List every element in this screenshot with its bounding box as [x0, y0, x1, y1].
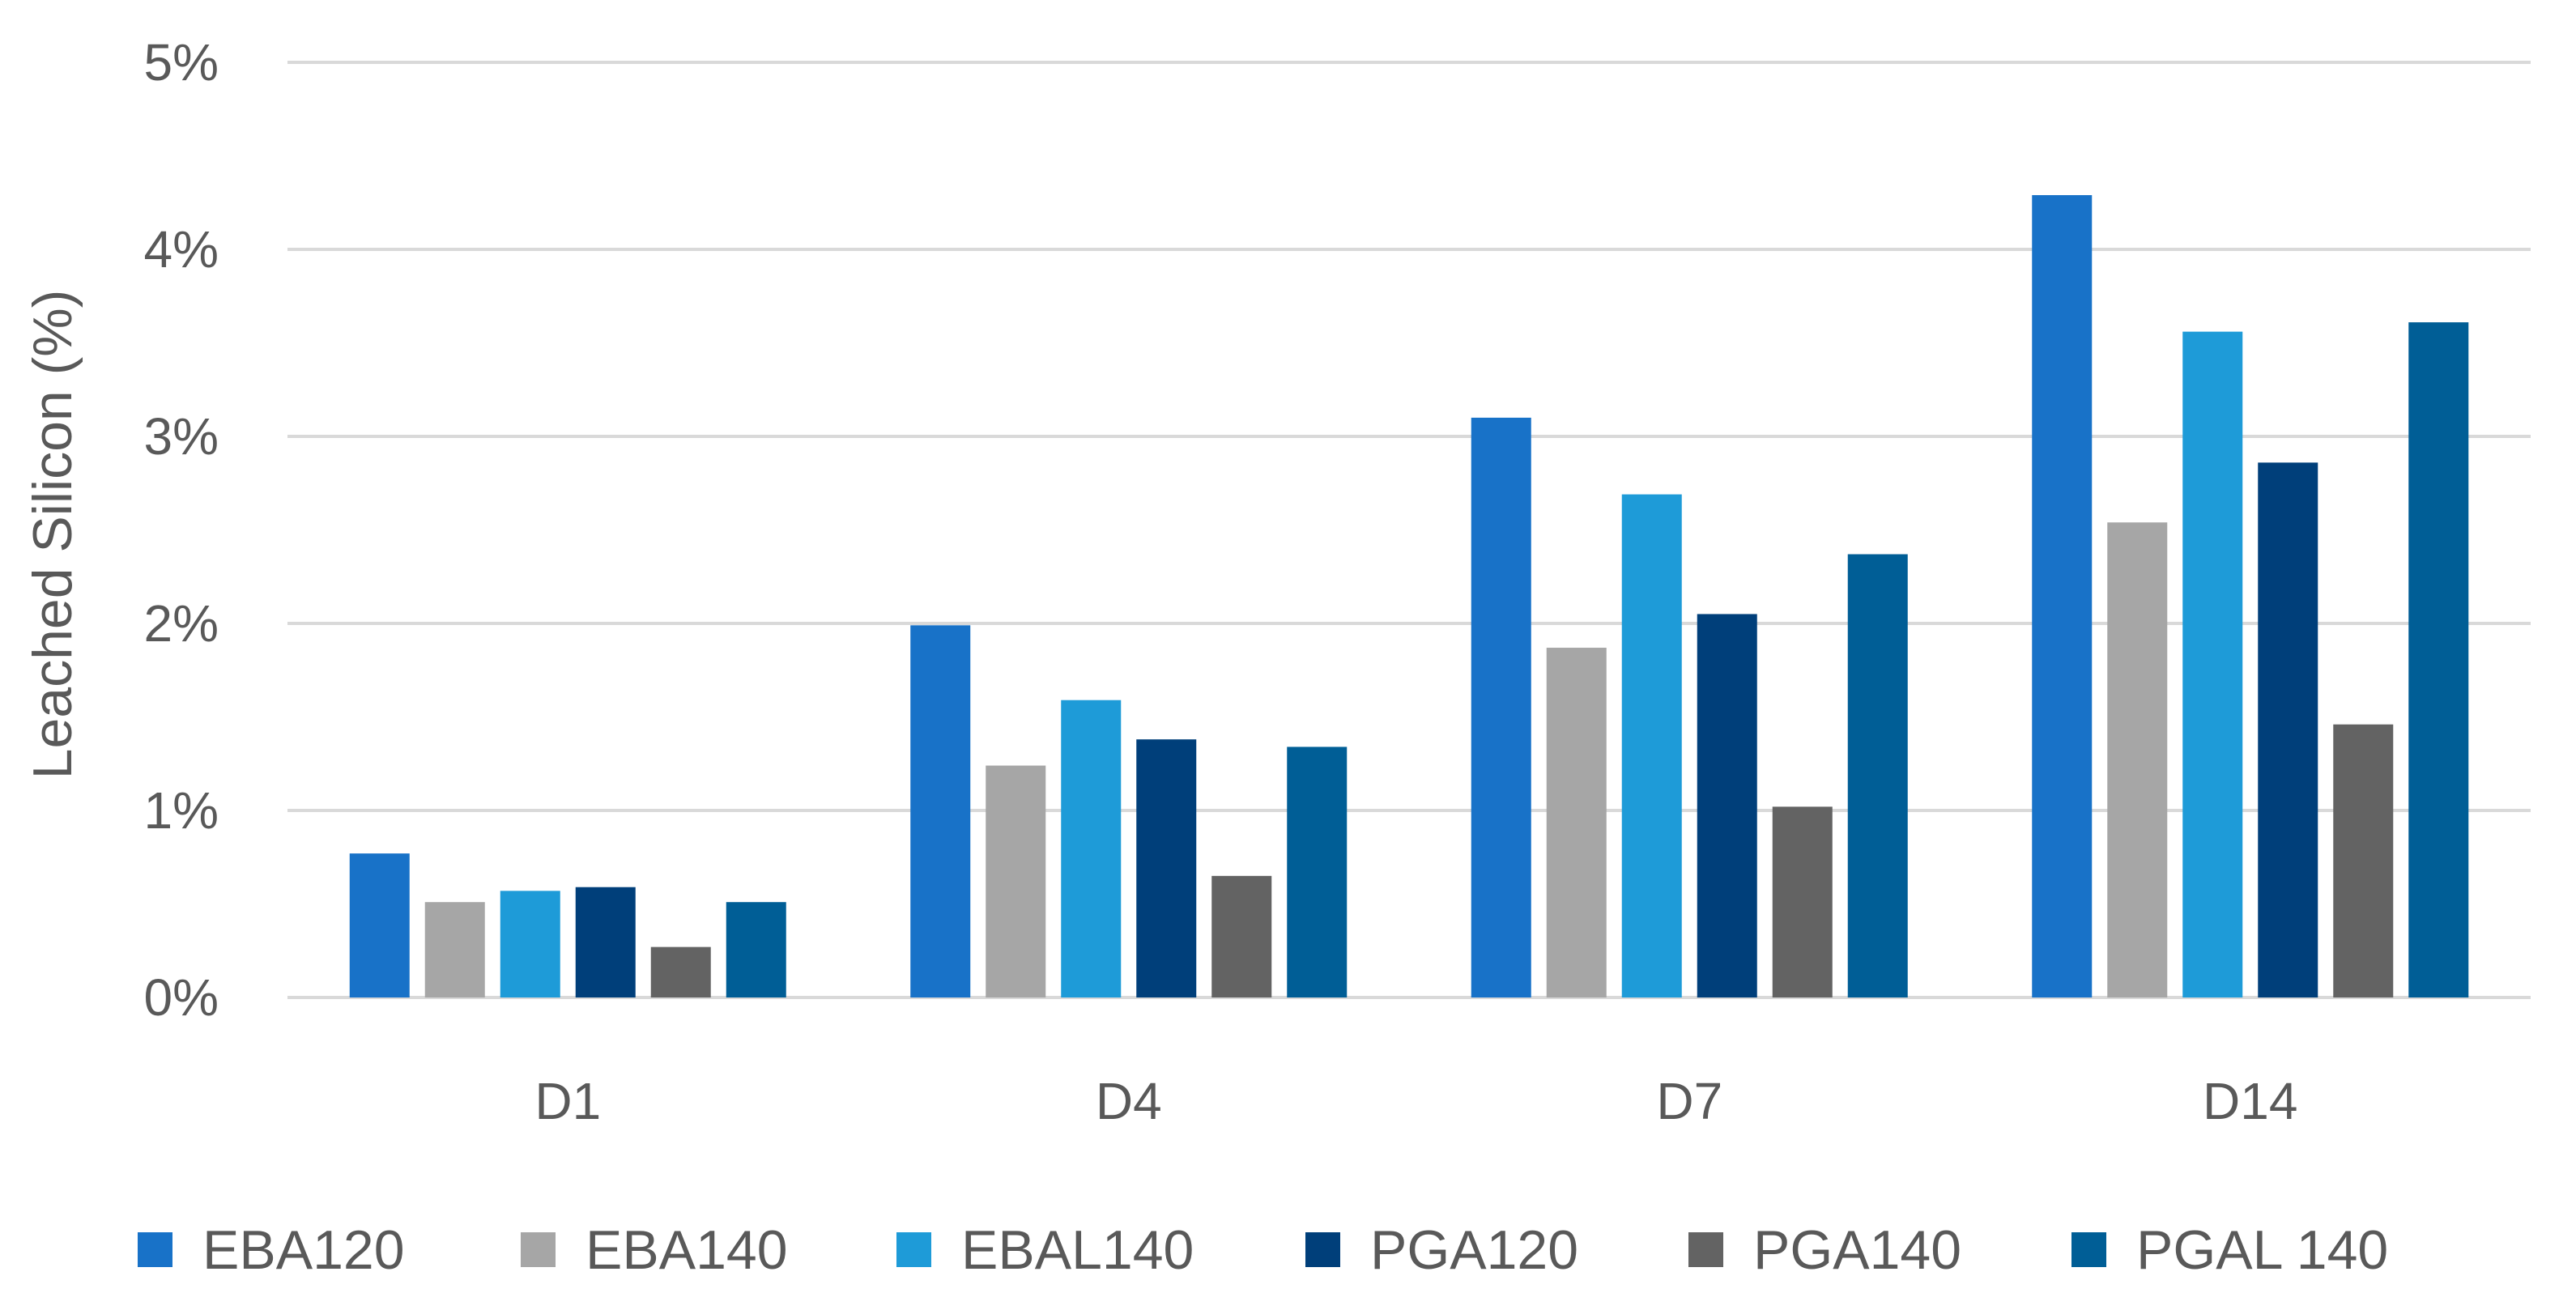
legend: EBA120 EBA140 EBAL140 PGA120 PGA140 PGAL 140	[138, 1219, 2388, 1281]
y-tick-label: 1%	[144, 781, 219, 840]
y-tick-label: 0%	[144, 968, 219, 1027]
legend-swatch	[521, 1232, 556, 1267]
y-tick-label: 5%	[144, 33, 219, 91]
bar-D4-EBA140	[986, 765, 1046, 997]
y-axis-title: Leached Silicon (%)	[22, 290, 83, 780]
bars	[349, 195, 2469, 998]
x-category-label: D7	[1656, 1072, 1722, 1130]
bar-D14-PGA140	[2333, 724, 2394, 997]
bar-D4-EBA120	[910, 625, 971, 997]
bar-D4-PGAL140	[1287, 746, 1348, 997]
legend-label: EBAL140	[961, 1219, 1194, 1281]
legend-swatch	[138, 1232, 172, 1267]
bar-D7-PGA120	[1697, 614, 1757, 997]
bar-D7-EBA140	[1546, 648, 1607, 997]
bar-D14-PGAL140	[2408, 322, 2469, 998]
x-category-label: D14	[2203, 1072, 2297, 1130]
bar-D7-EBAL140	[1621, 494, 1682, 997]
legend-swatch	[2071, 1232, 2106, 1267]
y-tick-label: 3%	[144, 407, 219, 466]
bar-D4-PGA140	[1211, 875, 1272, 997]
bar-D14-EBA120	[2032, 195, 2093, 997]
legend-swatch	[1688, 1232, 1723, 1267]
bar-D7-EBA120	[1471, 417, 1531, 997]
x-category-label: D4	[1096, 1072, 1162, 1130]
legend-swatch	[896, 1232, 931, 1267]
bar-D4-EBAL140	[1061, 700, 1122, 997]
legend-label: PGA120	[1370, 1219, 1578, 1281]
bar-D14-EBA140	[2107, 522, 2168, 997]
bar-D7-PGAL140	[1847, 554, 1908, 997]
y-tick-label: 2%	[144, 594, 219, 653]
legend-swatch	[1305, 1232, 1340, 1267]
bar-D1-EBA120	[349, 853, 410, 997]
bar-D7-PGA140	[1772, 806, 1833, 997]
legend-label: PGA140	[1753, 1219, 1961, 1281]
bar-D1-PGA120	[575, 887, 636, 997]
x-category-label: D1	[534, 1072, 601, 1130]
bar-D14-EBAL140	[2182, 331, 2243, 997]
bar-D1-EBAL140	[500, 891, 560, 997]
bar-D14-PGA120	[2258, 462, 2318, 997]
legend-label: PGAL 140	[2136, 1219, 2388, 1281]
y-tick-label: 4%	[144, 220, 219, 279]
bar-D4-PGA120	[1136, 739, 1197, 997]
legend-label: EBA120	[202, 1219, 405, 1281]
x-axis-category-labels: D1 D4 D7 D14	[534, 1072, 2297, 1130]
bar-D1-EBA140	[424, 902, 485, 997]
y-axis-tick-labels: 0% 1% 2% 3% 4% 5%	[144, 33, 219, 1027]
legend-label: EBA140	[585, 1219, 788, 1281]
bar-D1-PGAL140	[726, 902, 786, 997]
bar-D1-PGA140	[650, 946, 711, 997]
